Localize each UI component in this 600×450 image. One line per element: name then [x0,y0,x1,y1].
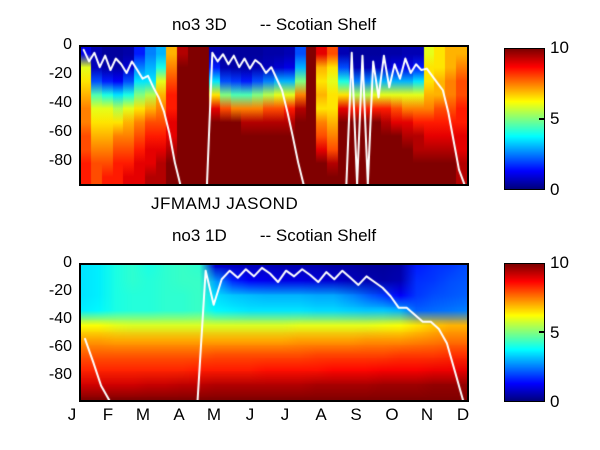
month-tick-label: A [315,405,327,424]
month-tick-label: O [385,405,399,424]
depth-tick-label: -20 [48,65,72,82]
colorbar-tick-mark [539,118,545,120]
top-panel-title: no3 3D -- Scotian Shelf [171,15,377,34]
colorbar-tick-label: 5 [550,323,560,342]
colorbar-tick-label: 5 [550,109,560,128]
heatmap-3d-canvas [81,47,467,184]
bottom-panel-title: no3 1D -- Scotian Shelf [171,226,377,245]
top-month-axis-label: JFMAMJ JASOND [151,194,299,213]
depth-tick-label: -80 [48,366,72,383]
depth-tick-label: -20 [48,282,72,299]
depth-tick-label: -80 [48,152,72,169]
colorbar-tick-label: 10 [550,38,569,57]
heatmap-panel-1d [79,263,469,402]
month-tick-label: N [420,405,434,424]
month-tick-label: J [245,405,255,424]
month-tick-label: F [102,405,114,424]
depth-tick-label: -40 [48,310,72,327]
colorbar-bottom-canvas [505,264,544,401]
depth-tick-label: -40 [48,94,72,111]
depth-tick-label: -60 [48,123,72,140]
colorbar-top [504,48,545,190]
colorbar-tick-mark [539,331,545,333]
depth-tick-label: 0 [63,36,72,53]
month-tick-label: M [135,405,151,424]
colorbar-bottom [504,263,545,402]
month-tick-label: D [456,405,470,424]
colorbar-tick-label: 0 [550,392,560,411]
colorbar-top-canvas [505,49,544,189]
month-tick-label: S [350,405,362,424]
colorbar-tick-label: 0 [550,180,560,199]
heatmap-1d-canvas [81,265,467,400]
depth-tick-label: 0 [63,254,72,271]
month-tick-label: M [206,405,222,424]
colorbar-tick-label: 10 [550,253,569,272]
month-tick-label: J [67,405,77,424]
month-tick-label: J [280,405,290,424]
heatmap-panel-3d [79,45,469,186]
month-tick-label: A [173,405,185,424]
depth-tick-label: -60 [48,338,72,355]
